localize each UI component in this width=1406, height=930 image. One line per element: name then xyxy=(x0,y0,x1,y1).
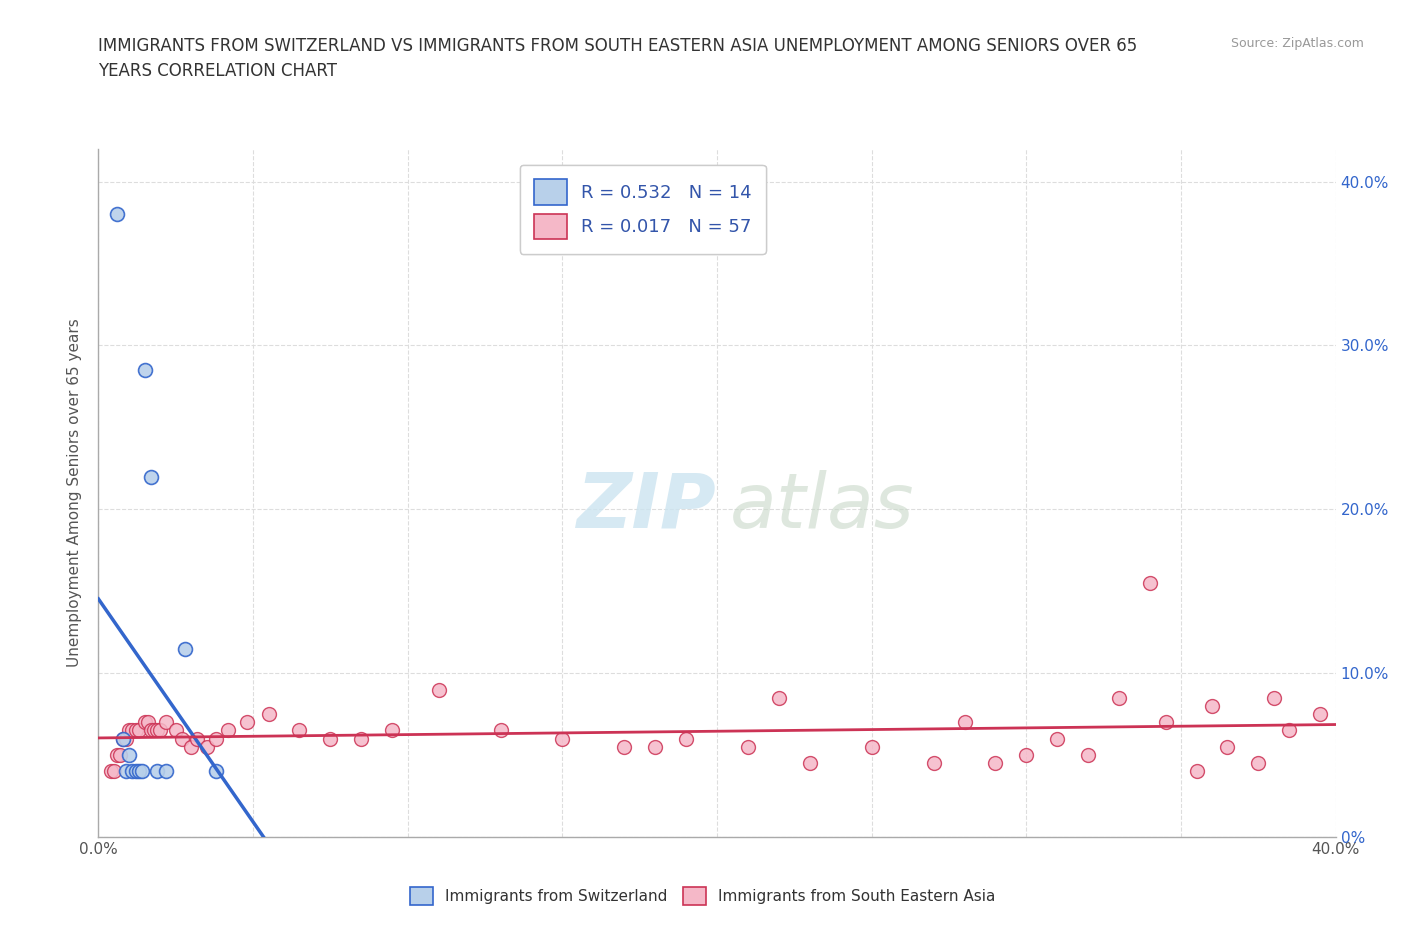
Point xyxy=(180,739,202,754)
Point xyxy=(1108,690,1130,705)
Point xyxy=(984,756,1007,771)
Point xyxy=(205,731,228,746)
Point xyxy=(799,756,821,771)
Point xyxy=(489,723,512,737)
Point xyxy=(124,723,146,737)
Point xyxy=(143,723,166,737)
Point xyxy=(139,723,162,737)
Legend: Immigrants from Switzerland, Immigrants from South Eastern Asia: Immigrants from Switzerland, Immigrants … xyxy=(402,879,1004,913)
Point xyxy=(124,764,146,779)
Point xyxy=(146,764,169,779)
Point xyxy=(131,764,153,779)
Point xyxy=(1154,715,1177,730)
Point xyxy=(1139,576,1161,591)
Point xyxy=(217,723,239,737)
Point xyxy=(115,731,138,746)
Point xyxy=(128,764,150,779)
Point xyxy=(134,363,156,378)
Point xyxy=(105,748,128,763)
Point xyxy=(1201,698,1223,713)
Point xyxy=(675,731,697,746)
Point xyxy=(149,723,172,737)
Point xyxy=(1046,731,1069,746)
Point xyxy=(860,739,883,754)
Text: ZIP: ZIP xyxy=(578,470,717,544)
Point xyxy=(195,739,218,754)
Point xyxy=(1247,756,1270,771)
Point xyxy=(112,731,135,746)
Text: IMMIGRANTS FROM SWITZERLAND VS IMMIGRANTS FROM SOUTH EASTERN ASIA UNEMPLOYMENT A: IMMIGRANTS FROM SWITZERLAND VS IMMIGRANT… xyxy=(98,37,1137,80)
Point xyxy=(953,715,976,730)
Point xyxy=(103,764,125,779)
Point xyxy=(128,723,150,737)
Point xyxy=(644,739,666,754)
Point xyxy=(613,739,636,754)
Point xyxy=(257,707,280,722)
Point xyxy=(186,731,208,746)
Point xyxy=(100,764,122,779)
Point xyxy=(1340,707,1362,722)
Point xyxy=(134,715,156,730)
Point xyxy=(174,641,197,656)
Point xyxy=(1185,764,1208,779)
Point xyxy=(105,206,128,221)
Point xyxy=(922,756,945,771)
Point xyxy=(1309,707,1331,722)
Point xyxy=(170,731,193,746)
Point xyxy=(118,748,141,763)
Point xyxy=(108,748,131,763)
Point xyxy=(165,723,187,737)
Point xyxy=(146,723,169,737)
Text: atlas: atlas xyxy=(730,470,914,544)
Point xyxy=(319,731,342,746)
Point xyxy=(155,715,177,730)
Point xyxy=(118,723,141,737)
Text: Source: ZipAtlas.com: Source: ZipAtlas.com xyxy=(1230,37,1364,50)
Point xyxy=(236,715,259,730)
Point xyxy=(115,764,138,779)
Legend: R = 0.532   N = 14, R = 0.017   N = 57: R = 0.532 N = 14, R = 0.017 N = 57 xyxy=(520,165,766,254)
Y-axis label: Unemployment Among Seniors over 65 years: Unemployment Among Seniors over 65 years xyxy=(67,319,83,668)
Point xyxy=(381,723,404,737)
Point xyxy=(121,723,143,737)
Point xyxy=(1263,690,1285,705)
Point xyxy=(288,723,311,737)
Point xyxy=(427,682,450,697)
Point xyxy=(205,764,228,779)
Point xyxy=(737,739,759,754)
Point xyxy=(1077,748,1099,763)
Point xyxy=(155,764,177,779)
Point xyxy=(136,715,159,730)
Point xyxy=(551,731,574,746)
Point xyxy=(1216,739,1239,754)
Point xyxy=(121,764,143,779)
Point xyxy=(139,469,162,484)
Point xyxy=(1278,723,1301,737)
Point xyxy=(1015,748,1038,763)
Point xyxy=(350,731,373,746)
Point xyxy=(112,731,135,746)
Point xyxy=(768,690,790,705)
